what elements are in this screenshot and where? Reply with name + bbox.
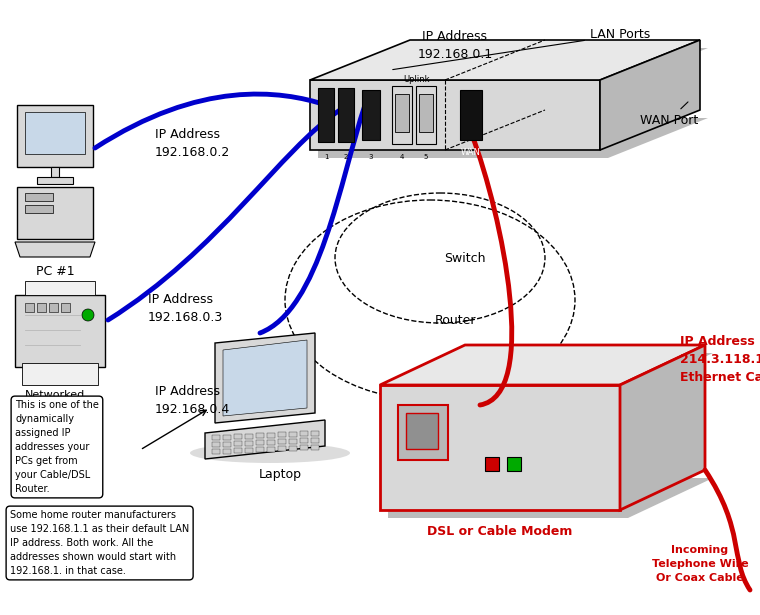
Text: Incoming
Telephone Wire
Or Coax Cable: Incoming Telephone Wire Or Coax Cable <box>651 545 749 583</box>
Bar <box>245 434 253 438</box>
Bar <box>223 448 231 453</box>
Bar <box>212 449 220 454</box>
Text: 192.168.0.2: 192.168.0.2 <box>155 146 230 159</box>
Bar <box>485 457 499 471</box>
Bar <box>234 448 242 453</box>
Text: WAN: WAN <box>461 148 481 157</box>
Text: IP Address: IP Address <box>155 128 220 141</box>
Bar <box>61 303 70 312</box>
Bar <box>25 303 34 312</box>
Text: 3: 3 <box>369 154 373 160</box>
Polygon shape <box>460 90 482 140</box>
Bar <box>300 445 308 450</box>
Circle shape <box>82 309 94 321</box>
Polygon shape <box>338 88 354 142</box>
Bar <box>25 205 53 213</box>
Bar <box>278 439 286 444</box>
Polygon shape <box>380 345 705 385</box>
Text: IP Address: IP Address <box>148 293 213 306</box>
Bar <box>212 442 220 447</box>
Text: 4: 4 <box>400 154 404 160</box>
Bar <box>245 440 253 445</box>
Bar <box>278 432 286 437</box>
Bar <box>256 440 264 445</box>
Polygon shape <box>215 333 315 423</box>
Bar <box>25 112 85 154</box>
Polygon shape <box>419 94 433 132</box>
Bar <box>37 303 46 312</box>
Polygon shape <box>380 385 620 510</box>
Polygon shape <box>223 340 307 416</box>
Text: 2: 2 <box>344 154 348 160</box>
Bar <box>256 433 264 438</box>
Bar <box>223 435 231 440</box>
Bar <box>300 438 308 443</box>
Text: 192.168.0.1: 192.168.0.1 <box>417 48 492 61</box>
Text: Laptop: Laptop <box>258 468 302 481</box>
Text: WAN Port: WAN Port <box>640 102 698 127</box>
Bar <box>49 303 58 312</box>
Polygon shape <box>318 48 708 158</box>
Bar <box>311 430 319 435</box>
Polygon shape <box>388 353 713 518</box>
Text: PC #1: PC #1 <box>36 265 74 278</box>
Ellipse shape <box>190 443 350 463</box>
Text: 5: 5 <box>424 154 428 160</box>
Text: Networked
Printer/FAX
Copier/Scanner: Networked Printer/FAX Copier/Scanner <box>12 390 98 428</box>
Bar <box>212 435 220 440</box>
Text: Router: Router <box>434 314 476 327</box>
Bar <box>22 363 98 385</box>
Polygon shape <box>392 86 412 144</box>
Bar <box>17 105 93 167</box>
Polygon shape <box>600 40 700 150</box>
Bar <box>51 167 59 177</box>
Polygon shape <box>310 40 700 80</box>
Bar <box>289 438 297 443</box>
Bar <box>25 281 95 295</box>
Text: Uplink: Uplink <box>404 75 430 84</box>
Bar <box>234 434 242 439</box>
Text: This is one of the
dynamically
assigned IP
addresses your
PCs get from
your Cabl: This is one of the dynamically assigned … <box>15 400 99 494</box>
Text: Ethernet Cable: Ethernet Cable <box>680 371 760 384</box>
Polygon shape <box>310 80 600 150</box>
Bar <box>245 448 253 453</box>
Bar <box>406 413 438 449</box>
Bar <box>398 405 448 460</box>
Bar <box>311 437 319 443</box>
Bar <box>300 431 308 436</box>
Bar <box>37 177 73 184</box>
Bar <box>311 445 319 450</box>
Bar <box>289 445 297 451</box>
Polygon shape <box>318 88 334 142</box>
Bar <box>15 295 105 367</box>
Polygon shape <box>395 94 409 132</box>
Polygon shape <box>620 345 705 510</box>
Bar <box>25 193 53 201</box>
Polygon shape <box>15 242 95 257</box>
Text: IP Address: IP Address <box>680 335 755 348</box>
Text: 192.168.0.3: 192.168.0.3 <box>148 311 223 324</box>
Bar <box>507 457 521 471</box>
Bar <box>278 446 286 451</box>
Text: IP Address: IP Address <box>423 30 487 43</box>
Bar <box>223 442 231 446</box>
Bar <box>256 447 264 452</box>
Bar <box>267 446 275 451</box>
Text: IP Address: IP Address <box>155 385 220 398</box>
Bar <box>289 432 297 437</box>
Bar <box>17 187 93 239</box>
Text: LAN Ports: LAN Ports <box>393 28 651 69</box>
Polygon shape <box>416 86 436 144</box>
Polygon shape <box>205 420 325 459</box>
Bar <box>267 432 275 437</box>
Text: 1: 1 <box>324 154 328 160</box>
Bar <box>267 440 275 445</box>
Text: Switch: Switch <box>445 252 486 264</box>
Text: 214.3.118.12: 214.3.118.12 <box>680 353 760 366</box>
Polygon shape <box>362 90 380 140</box>
Text: DSL or Cable Modem: DSL or Cable Modem <box>427 525 573 538</box>
Text: Some home router manufacturers
use 192.168.1.1 as their default LAN
IP address. : Some home router manufacturers use 192.1… <box>10 510 189 576</box>
Text: 192.168.0.4: 192.168.0.4 <box>155 403 230 416</box>
Bar <box>234 441 242 446</box>
